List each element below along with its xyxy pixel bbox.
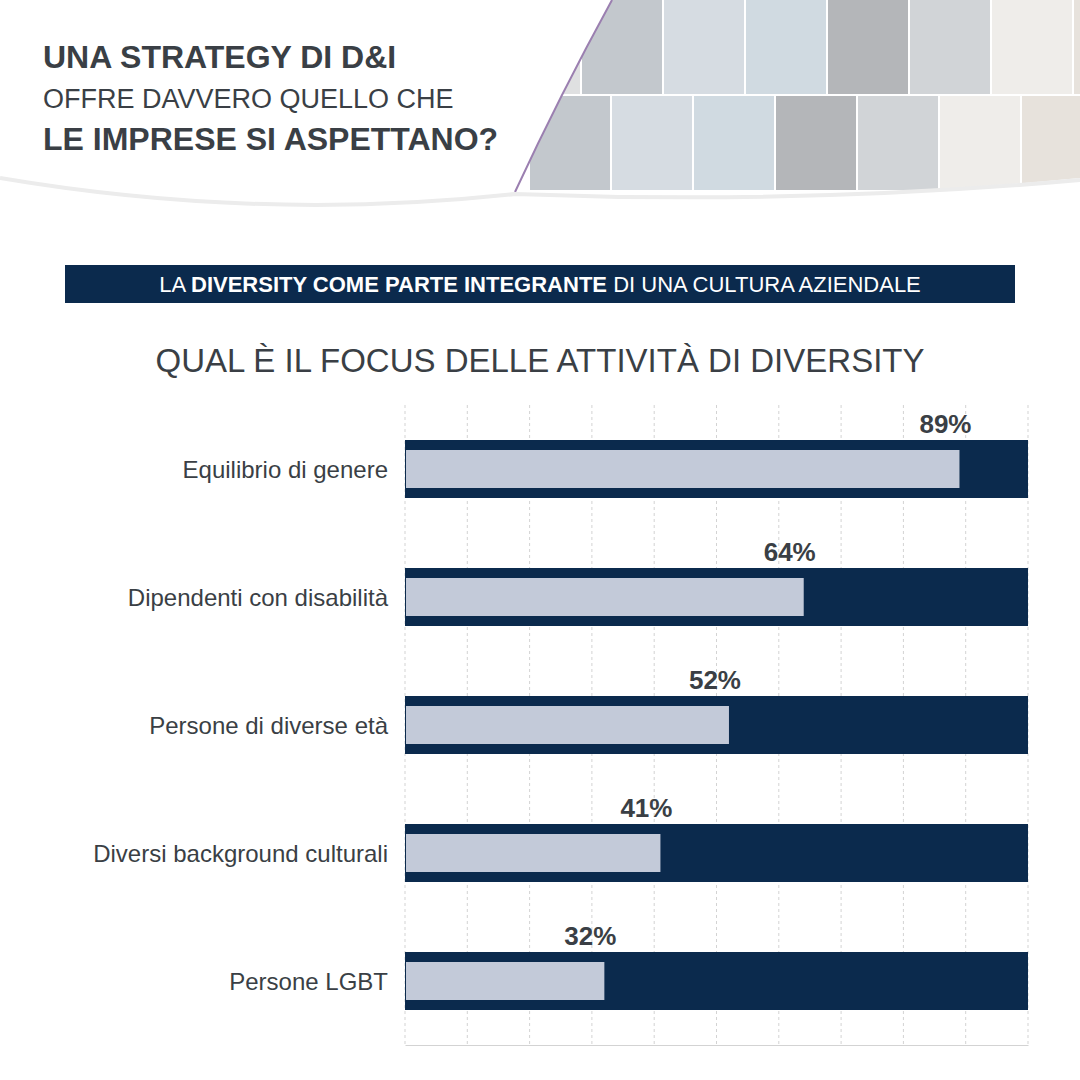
x-axis-line [406, 1045, 1029, 1046]
grid [405, 405, 1028, 1045]
collage-tile [694, 96, 774, 190]
data-label: 52% [689, 665, 741, 695]
category-label: Dipendenti con disabilità [128, 584, 389, 611]
bar-track [405, 568, 1028, 626]
data-label: 41% [620, 793, 672, 823]
bar [406, 962, 604, 1000]
collage-tile [1074, 0, 1080, 94]
category-label: Diversi background culturali [93, 840, 388, 867]
header-title-line: UNA STRATEGY DI D&I [43, 39, 396, 75]
header-title-line: LE IMPRESE SI ASPETTANO? [43, 121, 498, 157]
bar [406, 834, 660, 872]
category-label: Persone LGBT [229, 968, 388, 995]
collage-tile [940, 96, 1020, 190]
bar [406, 578, 804, 616]
collage-edge [515, 0, 612, 192]
data-label: 32% [564, 921, 616, 951]
chart-svg: UNA STRATEGY DI D&I OFFRE DAVVERO QUELLO … [0, 0, 1080, 1080]
collage-tile [612, 96, 692, 190]
banner-segment: LA [159, 272, 191, 297]
y-axis-labels: Equilibrio di genere Dipendenti con disab… [93, 456, 388, 995]
header-wave [0, 178, 1080, 205]
collage-tile [858, 96, 938, 190]
data-label: 64% [764, 537, 816, 567]
category-label: Persone di diverse età [149, 712, 388, 739]
collage-tile [992, 0, 1072, 94]
collage-tile [910, 0, 990, 94]
bars [405, 440, 1028, 1010]
chart-title: QUAL È IL FOCUS DELLE ATTIVITÀ DI DIVERS… [156, 342, 925, 379]
collage-tile [746, 0, 826, 94]
data-label: 89% [919, 409, 971, 439]
collage-tile [664, 0, 744, 94]
bar [406, 706, 729, 744]
bar-track [405, 952, 1028, 1010]
bar-track [405, 824, 1028, 882]
collage-tile [530, 96, 610, 190]
bar-track [405, 696, 1028, 754]
header-collage [500, 0, 1080, 190]
data-labels: 89% 64% 52% 41% 32% [564, 409, 971, 951]
collage-tile [828, 0, 908, 94]
banner-segment: DI UNA CULTURA AZIENDALE [607, 272, 921, 297]
collage-tile [776, 96, 856, 190]
collage-tile [582, 0, 662, 94]
collage-tile [500, 0, 580, 94]
collage-tile [1022, 96, 1080, 190]
banner-background [65, 265, 1015, 303]
bar [406, 450, 959, 488]
category-label: Equilibrio di genere [183, 456, 388, 483]
banner-text: LA DIVERSITY COME PARTE INTEGRANTE DI UN… [159, 272, 921, 297]
x-axis [406, 1045, 1029, 1047]
banner-segment: DIVERSITY COME PARTE INTEGRANTE [191, 272, 607, 297]
header-title-line: OFFRE DAVVERO QUELLO CHE [43, 84, 454, 114]
bar-track [405, 440, 1028, 498]
